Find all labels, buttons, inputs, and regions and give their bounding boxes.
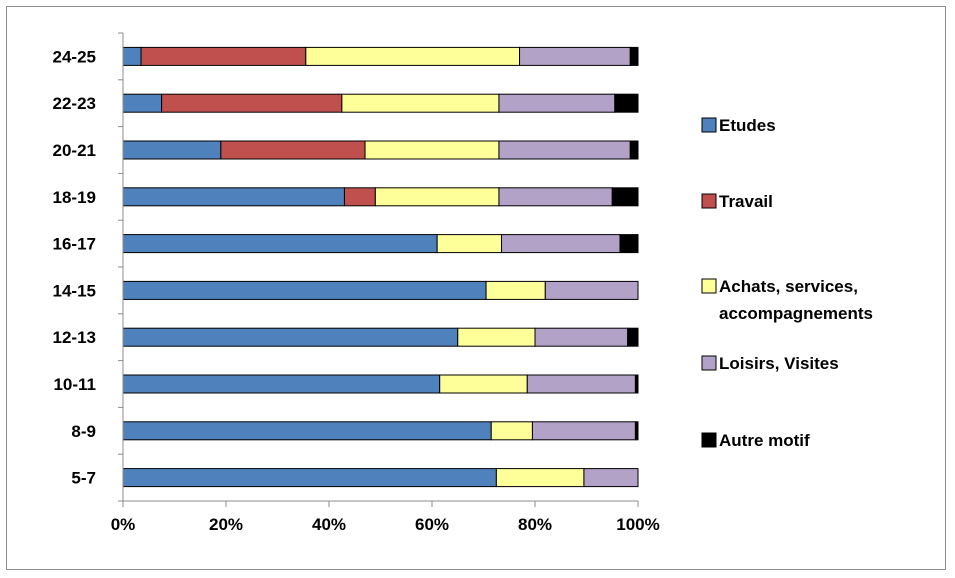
- bar-segment-16-17-loisirs-visites: [501, 234, 621, 254]
- x-tick-label: 0%: [111, 515, 136, 534]
- bar-segment-12-13-autre-motif: [627, 327, 639, 347]
- bar-segment-16-17-achats-services-accompagnements: [436, 234, 503, 254]
- bar-segment-18-19-loisirs-visites: [498, 187, 613, 207]
- bar-segment-24-25-loisirs-visites: [519, 46, 631, 66]
- bar-segment-22-23-etudes: [122, 93, 163, 113]
- bar-segment-12-13-etudes: [122, 327, 459, 347]
- legend-label-achats-services-accompagnements: Achats, services, accompagnements: [719, 277, 873, 323]
- bar-segment-10-11-etudes: [122, 374, 441, 394]
- bar-segment-5-7-loisirs-visites: [583, 468, 639, 488]
- x-tick-label: 60%: [415, 515, 449, 534]
- bar-segment-8-9-etudes: [122, 421, 492, 441]
- bar-segment-8-9-autre-motif: [634, 421, 639, 441]
- bar-segment-24-25-autre-motif: [629, 46, 639, 66]
- bar-segment-5-7-achats-services-accompagnements: [495, 468, 585, 488]
- bar-segment-16-17-autre-motif: [619, 234, 639, 254]
- y-tick-label-16-17: 16-17: [53, 235, 96, 254]
- legend: Etudes Travail Achats, services, accompagne…: [701, 116, 873, 450]
- bar-segment-8-9-loisirs-visites: [531, 421, 636, 441]
- bar-segment-22-23-loisirs-visites: [498, 93, 616, 113]
- bar-segment-24-25-etudes: [122, 46, 142, 66]
- bar-segment-5-7-etudes: [122, 468, 497, 488]
- bar-segment-14-15-etudes: [122, 280, 487, 300]
- bar-segment-22-23-travail: [161, 93, 343, 113]
- legend-swatch-autre-motif: [701, 432, 717, 448]
- bar-segment-18-19-travail: [343, 187, 376, 207]
- y-tick-label-8-9: 8-9: [71, 422, 96, 441]
- bar-segment-20-21-loisirs-visites: [498, 140, 631, 160]
- legend-swatch-etudes: [701, 117, 717, 133]
- x-tick-label: 20%: [209, 515, 243, 534]
- legend-label-etudes: Etudes: [719, 116, 776, 135]
- y-tick-label-20-21: 20-21: [53, 141, 96, 160]
- bar-segment-18-19-autre-motif: [611, 187, 639, 207]
- bar-segment-12-13-loisirs-visites: [534, 327, 629, 347]
- y-tick-label-18-19: 18-19: [53, 188, 96, 207]
- x-tick-label: 80%: [518, 515, 552, 534]
- bars-layer: [122, 46, 639, 488]
- legend-swatch-travail: [701, 193, 717, 209]
- legend-label-loisirs-visites: Loisirs, Visites: [719, 354, 839, 373]
- bar-segment-14-15-loisirs-visites: [544, 280, 639, 300]
- x-tick-label: 40%: [312, 515, 346, 534]
- bar-segment-10-11-achats-services-accompagnements: [439, 374, 528, 394]
- bar-segment-18-19-etudes: [122, 187, 345, 207]
- bar-segment-20-21-achats-services-accompagnements: [364, 140, 500, 160]
- bar-segment-10-11-autre-motif: [634, 374, 639, 394]
- bar-segment-18-19-achats-services-accompagnements: [374, 187, 500, 207]
- bar-segment-22-23-achats-services-accompagnements: [341, 93, 500, 113]
- bar-segment-24-25-travail: [140, 46, 307, 66]
- bar-segment-8-9-achats-services-accompagnements: [490, 421, 533, 441]
- y-tick-label-24-25: 24-25: [53, 47, 96, 66]
- bar-segment-22-23-autre-motif: [614, 93, 639, 113]
- bar-segment-20-21-autre-motif: [629, 140, 639, 160]
- legend-swatch-achats-services-accompagnements: [701, 278, 717, 294]
- y-tick-label-22-23: 22-23: [53, 94, 96, 113]
- bar-segment-24-25-achats-services-accompagnements: [305, 46, 521, 66]
- bar-segment-10-11-loisirs-visites: [526, 374, 636, 394]
- legend-swatch-loisirs-visites: [701, 355, 717, 371]
- y-tick-label-10-11: 10-11: [53, 375, 96, 394]
- legend-label-autre-motif: Autre motif: [719, 431, 810, 450]
- bar-segment-20-21-etudes: [122, 140, 222, 160]
- bar-segment-12-13-achats-services-accompagnements: [457, 327, 536, 347]
- x-tick-label: 100%: [616, 515, 659, 534]
- y-tick-label-12-13: 12-13: [53, 328, 96, 347]
- bar-segment-16-17-etudes: [122, 234, 438, 254]
- bar-segment-14-15-achats-services-accompagnements: [485, 280, 546, 300]
- y-tick-label-14-15: 14-15: [53, 281, 96, 300]
- axes-layer: 5-7 8-9 10-11 12-13 14-15 16-17 18-19 20-21 22-2…: [53, 32, 660, 534]
- y-tick-label-5-7: 5-7: [71, 469, 96, 488]
- legend-label-travail: Travail: [719, 192, 773, 211]
- bar-segment-20-21-travail: [220, 140, 366, 160]
